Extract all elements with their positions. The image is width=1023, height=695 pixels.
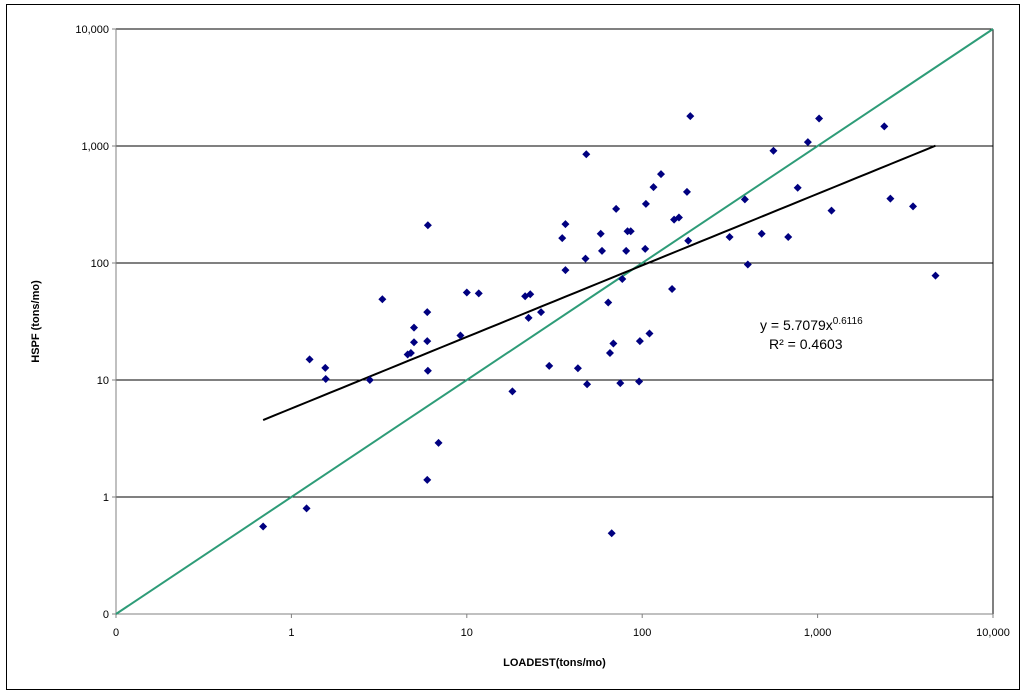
data-point — [686, 112, 695, 121]
data-point — [558, 234, 567, 243]
data-point — [598, 246, 607, 255]
chart-frame: 0 1 10 100 1,000 10,000 0 1 10 100 1,000 10,000 y =… — [6, 4, 1020, 690]
data-point — [612, 204, 621, 213]
data-point — [423, 221, 432, 230]
data-point — [456, 331, 465, 340]
y-axis-title: HSPF (tons/mo) — [30, 280, 42, 363]
gridlines — [116, 28, 994, 614]
r-squared-label: R² = 0.4603 — [769, 336, 843, 352]
y-tick-label: 1 — [103, 492, 109, 504]
data-point — [423, 366, 432, 375]
data-point — [626, 227, 635, 236]
data-point — [645, 329, 654, 338]
data-point — [596, 229, 605, 238]
data-point — [827, 206, 836, 215]
x-axis-title: LOADEST(tons/mo) — [503, 657, 606, 669]
data-point — [609, 339, 618, 348]
x-tick-label: 10,000 — [976, 627, 1010, 639]
data-point — [604, 298, 613, 307]
data-point — [583, 380, 592, 389]
data-point — [561, 220, 570, 229]
data-point — [321, 363, 330, 372]
data-point — [622, 246, 631, 255]
data-point — [434, 438, 443, 447]
data-point — [607, 529, 616, 538]
data-point — [886, 194, 895, 203]
tick-labels: 0 1 10 100 1,000 10,000 0 1 10 100 1,000 10,000 — [75, 24, 1009, 639]
power-trendline — [262, 144, 936, 421]
data-point — [573, 364, 582, 373]
data-point — [423, 337, 432, 346]
data-point — [581, 254, 590, 263]
data-point — [508, 387, 517, 396]
y-tick-label: 1,000 — [81, 141, 109, 153]
data-point — [743, 260, 752, 269]
data-point — [725, 232, 734, 241]
one-to-one-reference-line — [115, 28, 994, 615]
data-point — [682, 187, 691, 196]
data-point — [668, 284, 677, 293]
data-point — [793, 183, 802, 192]
data-point — [880, 122, 889, 131]
data-point — [524, 313, 533, 322]
data-point — [909, 202, 918, 211]
trendline-equation: y = 5.7079x0.6116 — [760, 316, 863, 333]
data-point — [409, 338, 418, 347]
data-point — [406, 349, 415, 358]
data-point — [649, 183, 658, 192]
data-point — [365, 376, 374, 384]
data-point — [526, 290, 535, 299]
x-tick-label: 1,000 — [804, 627, 832, 639]
x-tick-label: 100 — [633, 627, 651, 639]
data-point — [378, 295, 387, 304]
y-tick-label: 10,000 — [75, 24, 109, 36]
x-tick-label: 0 — [113, 627, 119, 639]
x-tick-label: 10 — [461, 627, 473, 639]
data-point — [803, 138, 812, 147]
data-point — [769, 146, 778, 155]
data-point — [784, 232, 793, 241]
data-point — [931, 271, 940, 280]
data-point — [635, 377, 644, 386]
data-point — [641, 244, 650, 253]
data-point — [684, 236, 693, 245]
data-point — [616, 379, 625, 388]
data-points — [259, 112, 940, 538]
data-point — [537, 308, 546, 317]
data-point — [618, 274, 627, 283]
data-point — [657, 170, 666, 179]
data-point — [462, 288, 471, 297]
equation-base: y = 5.7079x — [760, 317, 833, 333]
data-point — [641, 199, 650, 208]
data-point — [740, 195, 749, 204]
data-point — [757, 229, 766, 238]
data-point — [545, 361, 554, 370]
y-tick-label: 100 — [91, 258, 109, 270]
data-point — [582, 150, 591, 159]
data-point — [302, 504, 311, 513]
data-point — [635, 337, 644, 346]
x-tick-label: 1 — [288, 627, 294, 639]
data-point — [305, 355, 314, 364]
data-point — [423, 308, 432, 317]
data-point — [561, 266, 570, 275]
data-point — [321, 374, 330, 383]
data-point — [605, 349, 614, 358]
y-tick-label: 0 — [103, 609, 109, 621]
data-point — [423, 475, 432, 484]
scatter-chart: 0 1 10 100 1,000 10,000 0 1 10 100 1,000 10,000 y =… — [30, 24, 1010, 669]
data-point — [474, 289, 483, 298]
equation-exponent: 0.6116 — [833, 316, 863, 327]
data-point — [815, 114, 824, 123]
data-point — [409, 323, 418, 332]
data-point — [259, 522, 268, 531]
y-tick-label: 10 — [97, 375, 109, 387]
data-point — [674, 213, 683, 222]
